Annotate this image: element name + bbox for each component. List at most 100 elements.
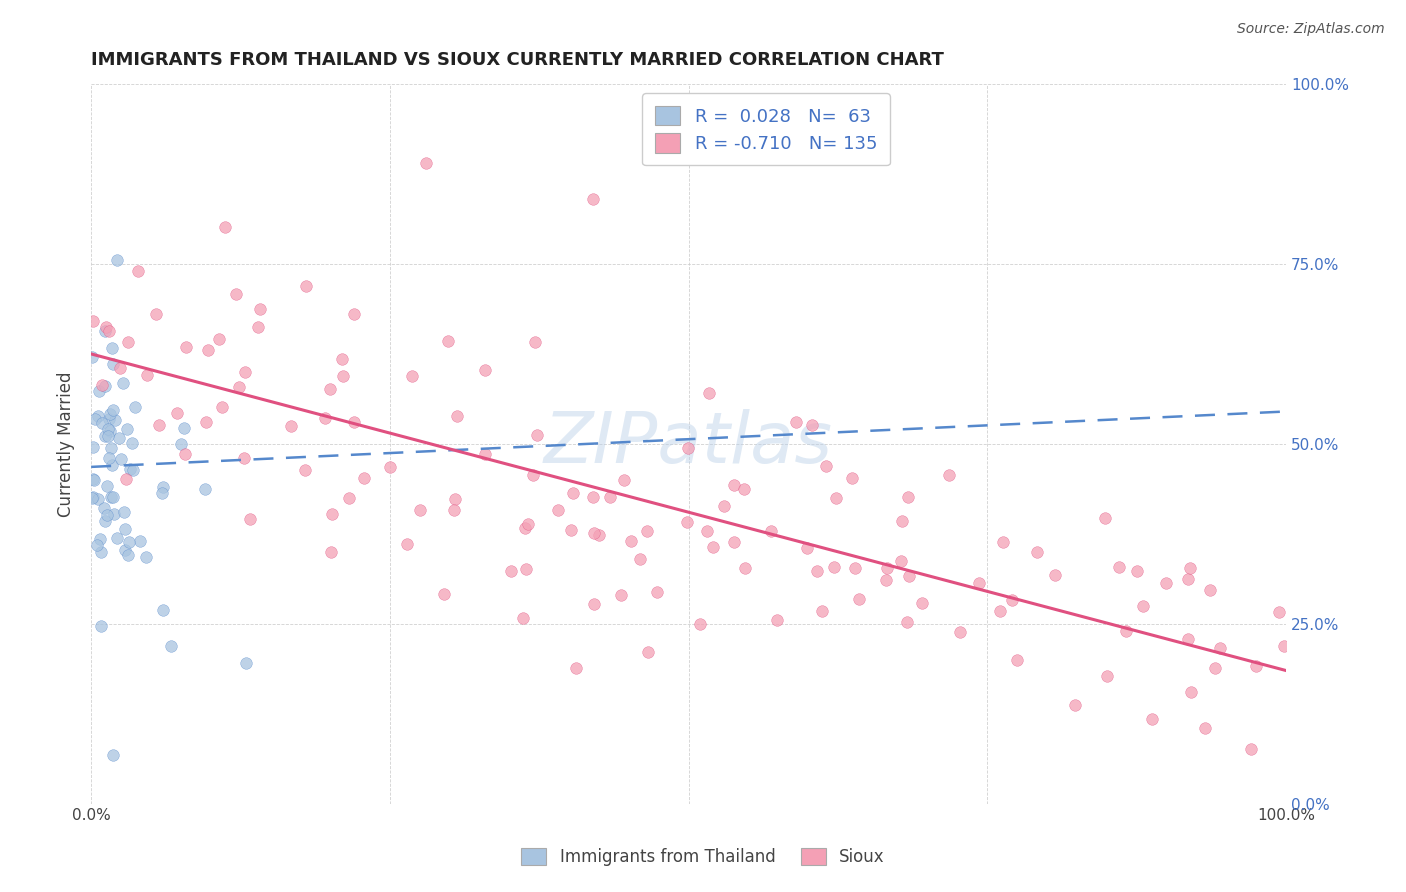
- Point: [101, 747, 124, 762]
- Point: [620, 534, 643, 549]
- Point: [239, 512, 262, 526]
- Point: [118, 461, 141, 475]
- Point: [105, 531, 128, 545]
- Point: [1094, 511, 1116, 525]
- Point: [1272, 639, 1295, 653]
- Point: [128, 533, 150, 548]
- Point: [897, 490, 920, 504]
- Point: [636, 524, 658, 538]
- Point: [235, 657, 257, 671]
- Point: [645, 585, 668, 599]
- Text: IMMIGRANTS FROM THAILAND VS SIOUX CURRENTLY MARRIED CORRELATION CHART: IMMIGRANTS FROM THAILAND VS SIOUX CURREN…: [91, 51, 943, 69]
- Point: [515, 521, 537, 535]
- Point: [98, 324, 121, 338]
- Point: [395, 537, 418, 551]
- Point: [295, 278, 318, 293]
- Point: [522, 467, 544, 482]
- Point: [1108, 560, 1130, 574]
- Point: [225, 287, 247, 301]
- Point: [988, 604, 1011, 618]
- Point: [91, 417, 114, 431]
- Point: [87, 409, 110, 423]
- Point: [1026, 545, 1049, 559]
- Point: [733, 482, 755, 496]
- Point: [208, 332, 231, 346]
- Point: [94, 324, 117, 338]
- Point: [1194, 721, 1216, 735]
- Point: [145, 307, 167, 321]
- Text: ZIPatlas: ZIPatlas: [544, 409, 834, 478]
- Point: [560, 523, 582, 537]
- Point: [1198, 583, 1220, 598]
- Point: [121, 436, 143, 450]
- Point: [235, 365, 257, 379]
- Point: [1204, 661, 1226, 675]
- Point: [676, 442, 699, 456]
- Point: [86, 538, 108, 552]
- Point: [890, 554, 912, 568]
- Point: [160, 639, 183, 653]
- Point: [844, 560, 866, 574]
- Point: [599, 490, 621, 504]
- Point: [112, 376, 135, 390]
- Point: [582, 192, 605, 206]
- Point: [114, 543, 136, 558]
- Point: [91, 378, 114, 392]
- Point: [319, 383, 342, 397]
- Point: [562, 485, 585, 500]
- Point: [723, 535, 745, 549]
- Point: [898, 568, 921, 582]
- Point: [114, 522, 136, 536]
- Point: [82, 491, 104, 506]
- Point: [806, 564, 828, 578]
- Point: [104, 413, 127, 427]
- Point: [848, 591, 870, 606]
- Point: [1178, 561, 1201, 575]
- Point: [96, 479, 118, 493]
- Point: [246, 320, 269, 334]
- Point: [415, 156, 437, 170]
- Point: [1180, 684, 1202, 698]
- Point: [446, 409, 468, 423]
- Point: [101, 458, 124, 472]
- Text: Source: ZipAtlas.com: Source: ZipAtlas.com: [1237, 22, 1385, 37]
- Point: [82, 350, 104, 364]
- Point: [765, 613, 787, 627]
- Point: [696, 524, 718, 539]
- Point: [588, 528, 610, 542]
- Point: [214, 220, 236, 235]
- Point: [94, 319, 117, 334]
- Point: [117, 548, 139, 562]
- Point: [319, 545, 342, 559]
- Point: [1177, 572, 1199, 586]
- Point: [1154, 576, 1177, 591]
- Point: [876, 560, 898, 574]
- Point: [127, 264, 149, 278]
- Point: [170, 437, 193, 451]
- Point: [796, 541, 818, 556]
- Point: [723, 477, 745, 491]
- Point: [98, 412, 121, 426]
- Point: [195, 415, 218, 429]
- Point: [474, 362, 496, 376]
- Point: [824, 491, 846, 506]
- Point: [197, 343, 219, 357]
- Point: [321, 507, 343, 521]
- Point: [152, 480, 174, 494]
- Point: [176, 340, 198, 354]
- Point: [330, 351, 353, 366]
- Point: [136, 368, 159, 383]
- Point: [582, 525, 605, 540]
- Point: [949, 624, 972, 639]
- Point: [1064, 698, 1087, 713]
- Point: [969, 575, 991, 590]
- Point: [801, 417, 824, 432]
- Point: [194, 482, 217, 496]
- Point: [713, 500, 735, 514]
- Point: [734, 561, 756, 575]
- Point: [785, 415, 807, 429]
- Point: [815, 458, 838, 473]
- Legend: R =  0.028   N=  63, R = -0.710   N= 135: R = 0.028 N= 63, R = -0.710 N= 135: [643, 93, 890, 165]
- Point: [875, 574, 897, 588]
- Point: [1001, 593, 1024, 607]
